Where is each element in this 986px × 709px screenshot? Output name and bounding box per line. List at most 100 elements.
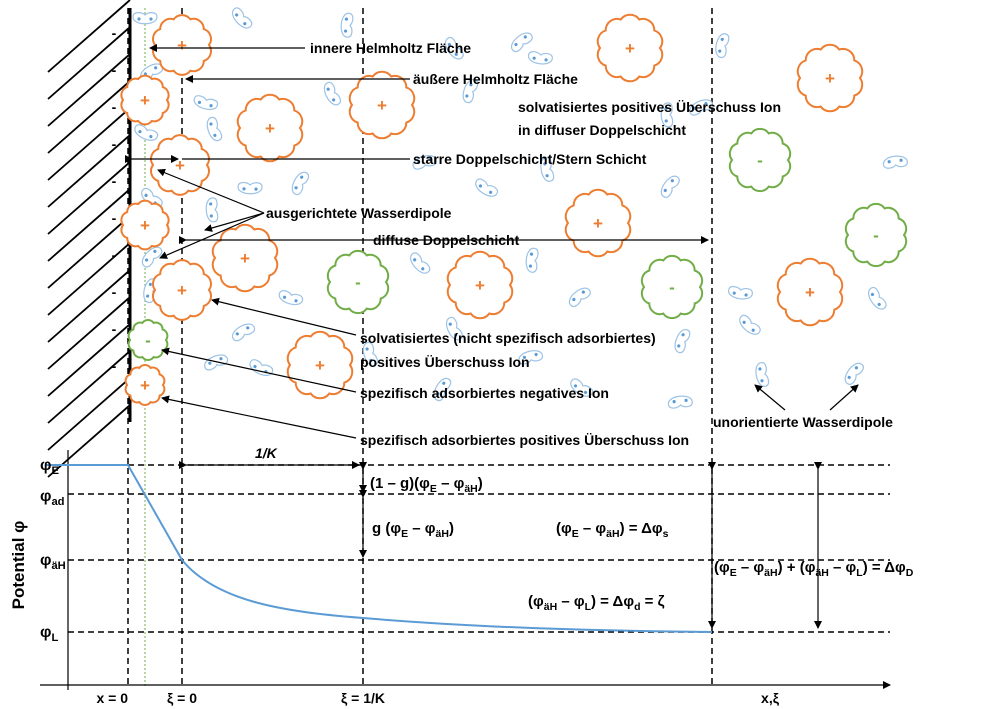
- dipole-shape: [755, 362, 770, 387]
- dipole-charge: [243, 22, 247, 26]
- hatch: [47, 26, 131, 100]
- ion-cloud: [728, 127, 792, 193]
- text-part: ) = Δφ: [863, 559, 906, 576]
- dipole-charge: [465, 94, 469, 98]
- hatch: [47, 161, 131, 235]
- hatch: [47, 215, 131, 289]
- ion-charge: +: [175, 156, 185, 175]
- dipole-charge: [720, 37, 724, 41]
- dipole-shape: [510, 32, 533, 53]
- water-dipole: [518, 350, 544, 365]
- hatch: [47, 242, 131, 316]
- water-dipole: [739, 314, 761, 335]
- ion-cloud: [127, 319, 169, 361]
- ion-cloud: [640, 254, 704, 320]
- label: ausgerichtete Wasserdipole: [266, 205, 452, 221]
- dipole-charge: [545, 174, 549, 178]
- axis-label: x = 0: [96, 690, 128, 706]
- water-dipole: [660, 175, 680, 198]
- water-dipole: [205, 197, 219, 223]
- subscript: L: [856, 567, 863, 579]
- label: spezifisch adsorbiertes negatives Ion: [360, 385, 609, 401]
- ion-charge: +: [825, 69, 835, 88]
- dipole-charge: [522, 355, 527, 360]
- dipole-charge: [670, 179, 674, 183]
- dipole-charge: [760, 379, 764, 383]
- ion-charge: +: [805, 283, 815, 302]
- ion: +: [596, 13, 664, 83]
- dipole-charge: [529, 252, 534, 256]
- dipole-shape: [728, 286, 753, 300]
- dipole-charge: [149, 17, 153, 21]
- dipole-charge: [887, 160, 891, 164]
- text-part: φ: [40, 488, 51, 505]
- text-part: – φ: [408, 520, 436, 537]
- water-dipole: [715, 33, 730, 58]
- water-dipole: [844, 362, 864, 385]
- ion-charge: +: [475, 276, 485, 295]
- dipole-shape: [660, 102, 674, 128]
- label: solvatisiertes (nicht spezifisch adsorbi…: [360, 330, 656, 346]
- ion-charge: +: [315, 356, 325, 375]
- ion-cloud: [286, 330, 354, 400]
- dipole-charge: [138, 130, 142, 134]
- water-dipole: [525, 247, 539, 273]
- text-part: – φ: [579, 520, 607, 537]
- ion: +: [446, 250, 514, 320]
- wall-charge: -: [112, 173, 117, 189]
- dipole-charge: [219, 357, 223, 361]
- dipole-charge: [523, 35, 527, 39]
- dipole-charge: [154, 66, 158, 70]
- dipole-charge: [532, 56, 536, 60]
- dipole-charge: [137, 17, 141, 21]
- formula: (1 – g)(φE – φäH): [370, 475, 483, 495]
- label: spezifisch adsorbiertes positives Übersc…: [360, 432, 689, 448]
- ion-charge: -: [355, 273, 361, 292]
- dipole-charge: [144, 258, 149, 262]
- dipole-charge: [489, 190, 493, 194]
- hatch: [47, 296, 131, 370]
- dipole-shape: [868, 287, 887, 310]
- ion: -: [728, 127, 792, 193]
- formula: (φäH – φL) = Δφd = ζ: [528, 593, 665, 613]
- dipole-charge: [282, 295, 287, 299]
- dipole-charge: [197, 100, 202, 104]
- ion: +: [152, 259, 212, 321]
- ion-cloud: [150, 134, 210, 196]
- ion: +: [152, 14, 212, 76]
- ion-charge: -: [669, 278, 675, 297]
- wall-charge: -: [112, 321, 117, 337]
- dipole-charge: [148, 282, 152, 286]
- water-dipole: [291, 171, 310, 196]
- ion-charge: +: [140, 91, 150, 110]
- ion: +: [124, 364, 166, 406]
- dipole-charge: [209, 214, 213, 218]
- text-part: – φ: [437, 475, 465, 492]
- ion-charge: -: [757, 151, 763, 170]
- dipole-shape: [715, 33, 730, 58]
- annotation-arrows: [125, 44, 859, 439]
- subscript: s: [663, 528, 669, 540]
- formula: g (φE – φäH): [372, 520, 454, 540]
- water-dipole: [527, 51, 553, 65]
- dipole-charge: [246, 326, 250, 330]
- ion-cloud: [326, 249, 390, 315]
- ion-charge: +: [140, 376, 150, 395]
- dipole-charge: [664, 107, 668, 111]
- dipole-charge: [447, 42, 451, 47]
- dipole-shape: [323, 81, 341, 106]
- ion: +: [120, 74, 170, 126]
- ion: -: [127, 319, 169, 361]
- text-part: φ: [40, 624, 51, 641]
- ion-cloud: [776, 257, 844, 327]
- dipole-shape: [231, 323, 256, 342]
- ion: +: [150, 134, 210, 196]
- dipole-charge: [253, 364, 257, 369]
- dipole-charge: [413, 258, 417, 262]
- dipole-charge: [453, 333, 458, 337]
- ion-charge: -: [145, 331, 151, 350]
- wall-charge: -: [112, 284, 117, 300]
- water-dipole: [728, 286, 753, 300]
- dipole-charge: [693, 106, 697, 110]
- dipole-charge: [544, 58, 548, 62]
